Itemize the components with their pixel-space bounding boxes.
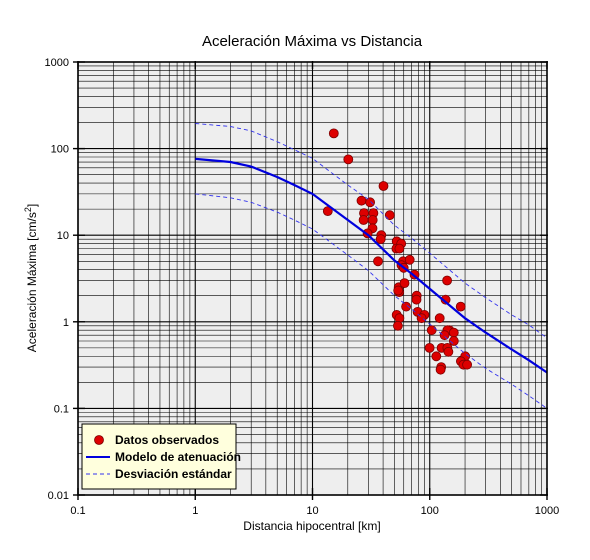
data-point-observed (404, 254, 415, 265)
data-point-observed (442, 275, 453, 286)
data-point-observed (392, 320, 403, 331)
data-point-observed (448, 327, 459, 338)
data-point-observed (384, 210, 395, 221)
std-dev-lower-line (195, 193, 548, 409)
data-point-observed (399, 278, 410, 289)
attenuation-model-line (195, 157, 548, 374)
chart-title: Aceleración Máxima vs Distancia (202, 33, 423, 50)
data-point-observed (426, 325, 437, 336)
y-tick-label: 1 (63, 317, 69, 329)
series-layer (195, 123, 548, 409)
x-axis-label: Distancia hipocentral [km] (243, 519, 380, 533)
x-tick-label: 0.1 (70, 505, 85, 517)
x-tick-label: 100 (421, 505, 439, 517)
x-tick-label: 10 (306, 505, 318, 517)
y-tick-label: 0.01 (48, 490, 69, 502)
data-point-observed (328, 128, 339, 139)
y-axis-label: Aceleración Máxima [cm/s2] (23, 204, 39, 352)
legend-marker-points (94, 435, 104, 445)
data-point-observed (443, 346, 454, 357)
std-dev-upper-line (195, 123, 548, 339)
legend-label-stddev: Desviación estándar (115, 467, 232, 481)
x-tick-label: 1 (192, 505, 198, 517)
y-tick-label: 0.1 (54, 403, 69, 415)
data-point-observed (358, 215, 369, 225)
data-point-observed (424, 342, 435, 353)
legend: Datos observados Modelo de atenuación De… (81, 423, 241, 490)
data-point-observed (375, 234, 386, 245)
y-axis-label-main: Aceleración Máxima [cm/s (25, 212, 39, 352)
data-point-observed (455, 301, 466, 312)
data-point-observed (448, 336, 459, 346)
data-point-observed (401, 301, 412, 312)
data-point-observed (431, 351, 442, 362)
data-point-observed (365, 197, 376, 208)
data-point-observed (411, 294, 422, 305)
data-point-observed (378, 181, 389, 191)
data-point-observed (343, 154, 354, 165)
legend-label-model: Modelo de atenuación (115, 450, 241, 464)
data-point-observed (435, 364, 446, 375)
y-axis-label-end: ] (25, 204, 39, 207)
data-point-observed (439, 330, 450, 341)
data-point-observed (434, 313, 445, 324)
data-point-observed (462, 359, 473, 370)
data-point-observed (356, 195, 367, 206)
data-point-observed (322, 206, 333, 217)
legend-label-points: Datos observados (115, 433, 219, 447)
data-point-observed (393, 285, 404, 296)
data-point-observed (394, 243, 405, 254)
data-point-observed (373, 256, 383, 267)
y-axis-label-superscript: 2 (23, 207, 33, 212)
plot-frame (77, 61, 548, 496)
y-tick-label: 100 (51, 144, 69, 156)
x-tick-label: 1000 (535, 505, 559, 517)
y-tick-label: 10 (57, 230, 69, 242)
data-point-observed (367, 215, 378, 225)
y-tick-label: 1000 (45, 57, 69, 69)
